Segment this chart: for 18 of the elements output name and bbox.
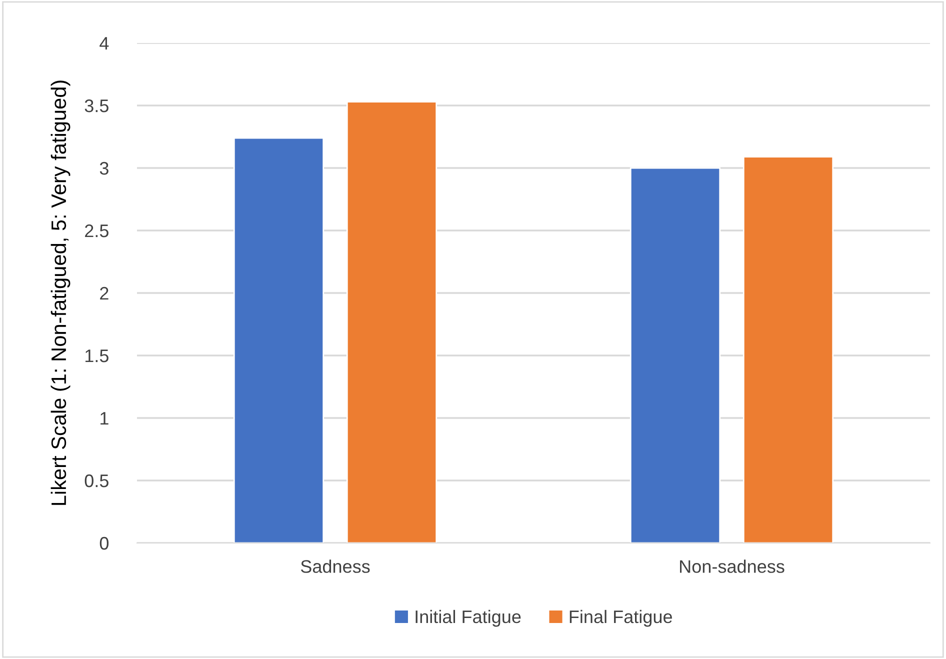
y-tick-label: 4 bbox=[100, 37, 109, 50]
legend-label: Final Fatigue bbox=[570, 610, 672, 627]
y-tick-label: 2.5 bbox=[85, 224, 108, 238]
y-tick-label: 3.5 bbox=[84, 99, 108, 112]
x-tick-label: Sadness bbox=[300, 560, 370, 573]
x-tick-label: Non-sadness bbox=[680, 560, 784, 573]
y-tick-label: 3 bbox=[100, 162, 108, 175]
bar bbox=[630, 167, 721, 543]
legend-label: Initial Fatigue bbox=[416, 610, 521, 627]
bar bbox=[742, 156, 834, 543]
y-tick-label: 1 bbox=[100, 412, 108, 425]
y-tick-label: 0.5 bbox=[84, 474, 108, 488]
y-axis-title: Likert Scale (1: Non-fatigued, 5: Very fatigued) bbox=[50, 80, 70, 505]
y-tick-label: 0 bbox=[100, 536, 109, 550]
bar bbox=[346, 101, 438, 543]
bar bbox=[233, 137, 324, 543]
y-tick-label: 2 bbox=[100, 286, 108, 300]
y-tick-label: 1.5 bbox=[86, 350, 108, 362]
